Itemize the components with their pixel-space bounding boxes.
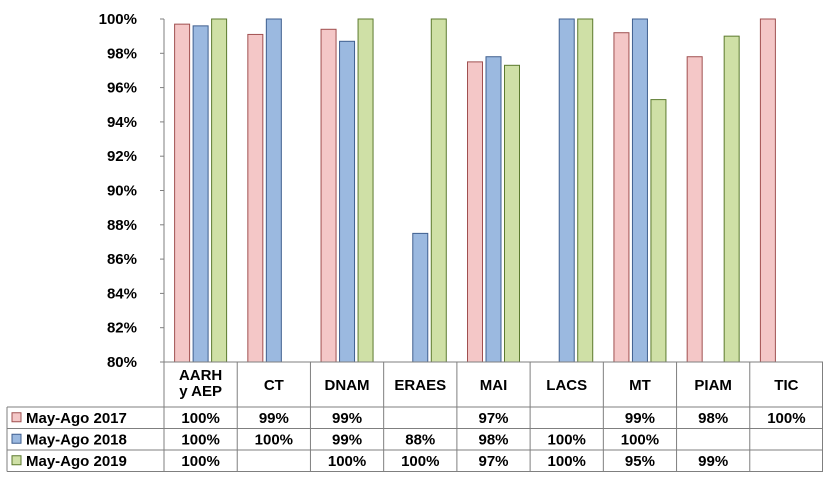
bar-1-9 [759,18,776,363]
category-label: TIC [774,377,798,394]
bar-3-5 [504,64,520,363]
data-label: 88% [405,431,435,448]
bar-1-5 [467,61,483,363]
bar-1-2 [247,33,264,363]
y-tick-label: 84% [107,285,137,302]
data-label: 99% [698,453,728,470]
bar-2-4 [412,232,429,363]
category-label: AARH [179,367,222,384]
category-label: MAI [480,377,508,394]
data-label: 100% [621,431,659,448]
bar-3-6 [577,18,594,363]
bar-3-1 [211,18,228,363]
bar-2-1 [192,25,209,363]
data-label: 98% [698,410,728,427]
bar-1-1 [174,23,191,363]
bar-1-7 [613,32,630,363]
data-label: 100% [328,453,366,470]
category-label: LACS [546,377,587,394]
data-label: 99% [332,410,362,427]
bar-2-6 [558,18,575,363]
bar-2-3 [339,40,356,363]
y-tick-label: 82% [107,320,137,337]
data-label: 100% [181,431,219,448]
legend-label: May-Ago 2019 [26,453,127,470]
bar-3-4 [430,18,447,363]
data-label: 97% [478,453,508,470]
data-label: 100% [181,453,219,470]
y-tick-label: 90% [107,183,137,200]
data-label: 99% [332,431,362,448]
data-label: 100% [548,453,586,470]
y-tick-label: 80% [107,354,137,371]
legend-swatch [11,455,22,466]
bars [174,18,776,363]
data-label: 98% [478,431,508,448]
bar-2-5 [485,56,502,363]
bar-2-2 [265,18,282,363]
legend-label: May-Ago 2018 [26,431,127,448]
y-tick-label: 96% [107,80,137,97]
bar-1-8 [686,56,703,363]
bar-3-8 [723,35,740,363]
legend-label: May-Ago 2017 [26,410,127,427]
data-label: 99% [625,410,655,427]
data-label: 100% [401,453,439,470]
data-label: 100% [767,410,805,427]
category-label: ERAES [394,377,446,394]
category-label: PIAM [694,377,732,394]
bar-1-3 [320,28,337,363]
legend-swatch [11,412,22,423]
bar-3-3 [357,18,374,363]
y-tick-label: 98% [107,45,137,62]
y-tick-label: 92% [107,148,137,165]
data-label: 100% [181,410,219,427]
y-axis: 80% 82% 84% 86% 88% 90% 92% 94% 96% 98% 100% [99,11,137,371]
y-tick-label: 88% [107,217,137,234]
category-label: CT [264,377,284,394]
data-label: 97% [478,410,508,427]
data-label: 95% [625,453,655,470]
y-tick-label: 100% [99,11,137,28]
data-label: 100% [255,431,293,448]
category-label: MT [629,377,651,394]
bar-2-7 [631,18,648,363]
category-label: DNAM [325,377,370,394]
y-tick-label: 86% [107,251,137,268]
axis-lines [6,18,823,472]
bar-3-7 [650,99,667,363]
data-label: 99% [259,410,289,427]
y-tick-label: 94% [107,114,137,131]
category-label: y AEP [179,383,222,400]
legend-swatch [11,433,22,444]
data-label: 100% [548,431,586,448]
